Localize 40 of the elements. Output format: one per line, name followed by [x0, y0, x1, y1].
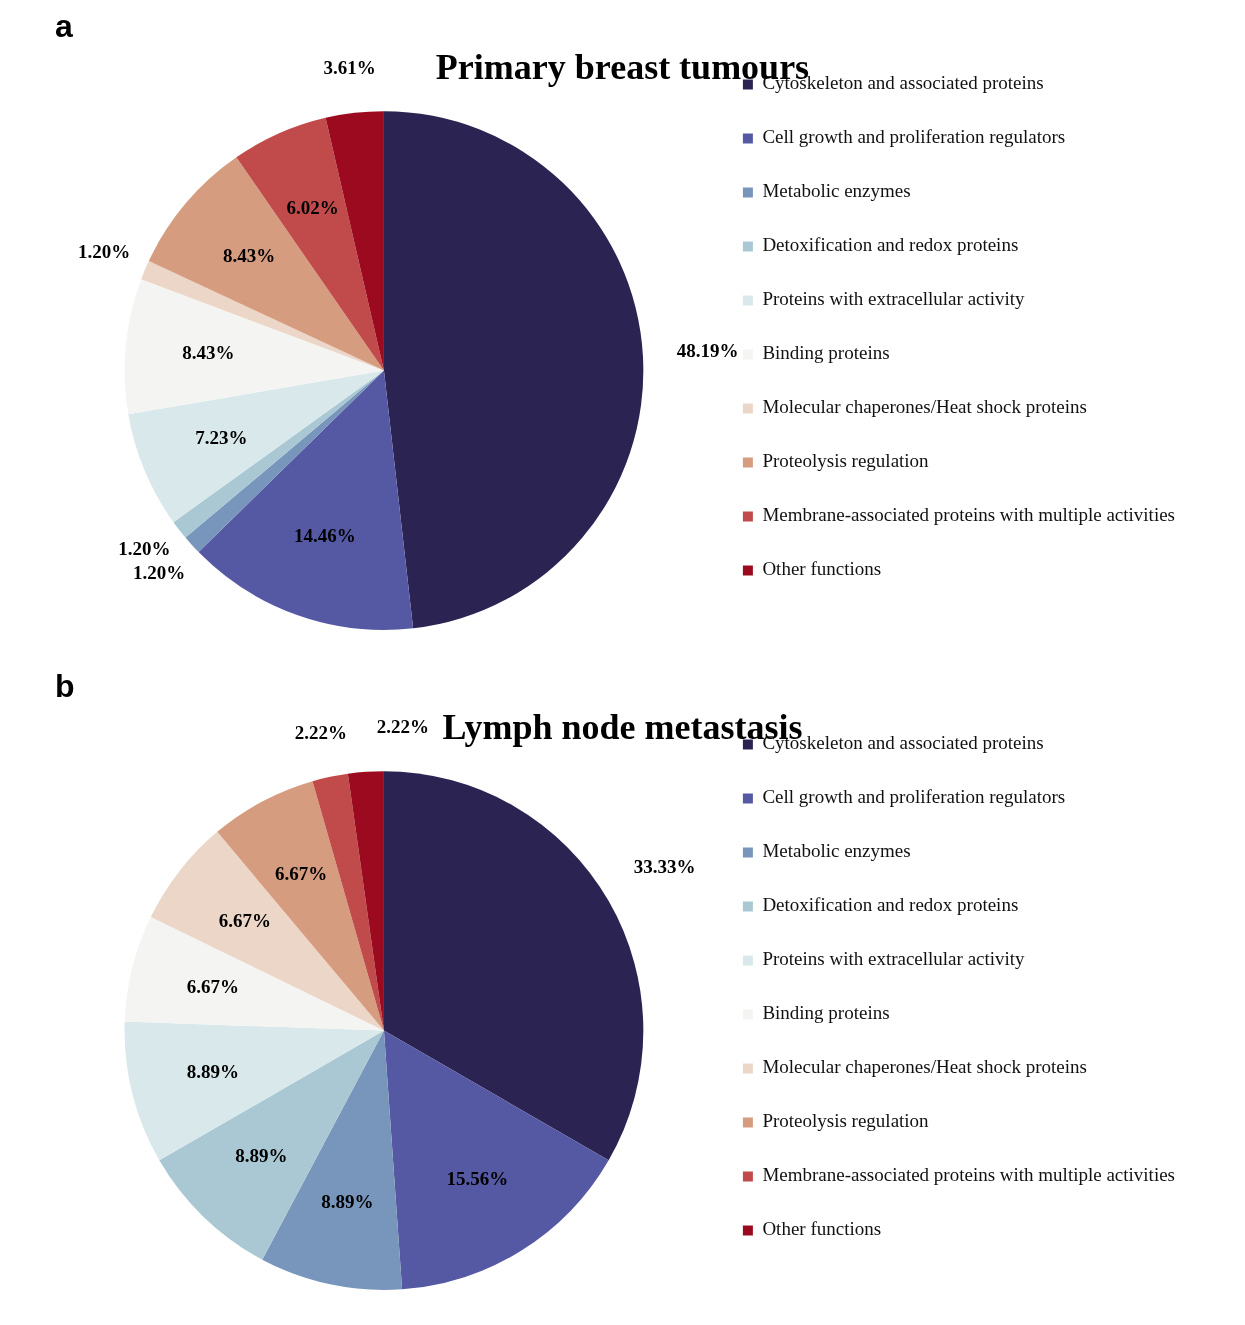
data-label: 2.22% [376, 715, 430, 737]
legend-label: Binding proteins [762, 1002, 890, 1024]
legend-label: Molecular chaperones/Heat shock proteins [762, 1056, 1087, 1078]
data-label: 7.23% [195, 426, 248, 448]
data-label: 33.33% [633, 856, 696, 878]
legend-label: Cell growth and proliferation regulators [762, 786, 1066, 808]
legend-label: Metabolic enzymes [762, 180, 911, 202]
legend-label: Proteolysis regulation [762, 1110, 930, 1132]
data-label: 8.43% [222, 244, 276, 266]
legend-label: Detoxification and redox proteins [762, 894, 1019, 916]
legend-label: Proteins with extracellular activity [762, 948, 1026, 970]
text: b [55, 667, 75, 704]
data-label: 1.20% [133, 562, 186, 584]
data-label: 6.67% [275, 862, 328, 884]
legend-label: Other functions [762, 1218, 882, 1240]
data-label: 8.43% [182, 341, 235, 363]
data-label: 3.61% [323, 56, 376, 78]
legend-label: Metabolic enzymes [762, 840, 911, 862]
data-label: 6.02% [286, 197, 339, 219]
data-label: 15.56% [446, 1168, 509, 1190]
text: a [55, 7, 73, 44]
legend-label: Molecular chaperones/Heat shock proteins [762, 396, 1087, 418]
legend-label: Binding proteins [762, 342, 890, 364]
data-label: 48.19% [676, 340, 739, 362]
legend-label: Proteolysis regulation [762, 450, 930, 472]
legend-label: Proteins with extracellular activity [762, 288, 1026, 310]
data-label: 8.89% [235, 1145, 288, 1167]
data-label: 14.46% [293, 524, 356, 546]
data-label: 8.89% [321, 1191, 374, 1213]
legend-label: Other functions [762, 558, 882, 580]
data-label: 1.20% [78, 240, 131, 262]
data-label: 6.67% [218, 909, 272, 931]
data-label: 2.22% [294, 721, 348, 743]
data-label: 8.89% [186, 1061, 239, 1083]
legend-label: Cell growth and proliferation regulators [762, 126, 1066, 148]
legend-label: Membrane-associated proteins with multiple activities [762, 504, 1176, 526]
legend-label: Membrane-associated proteins with multiple activities [762, 1164, 1176, 1186]
data-label: 1.20% [118, 538, 171, 560]
legend-label: Detoxification and redox proteins [762, 234, 1019, 256]
data-label: 6.67% [186, 975, 239, 997]
